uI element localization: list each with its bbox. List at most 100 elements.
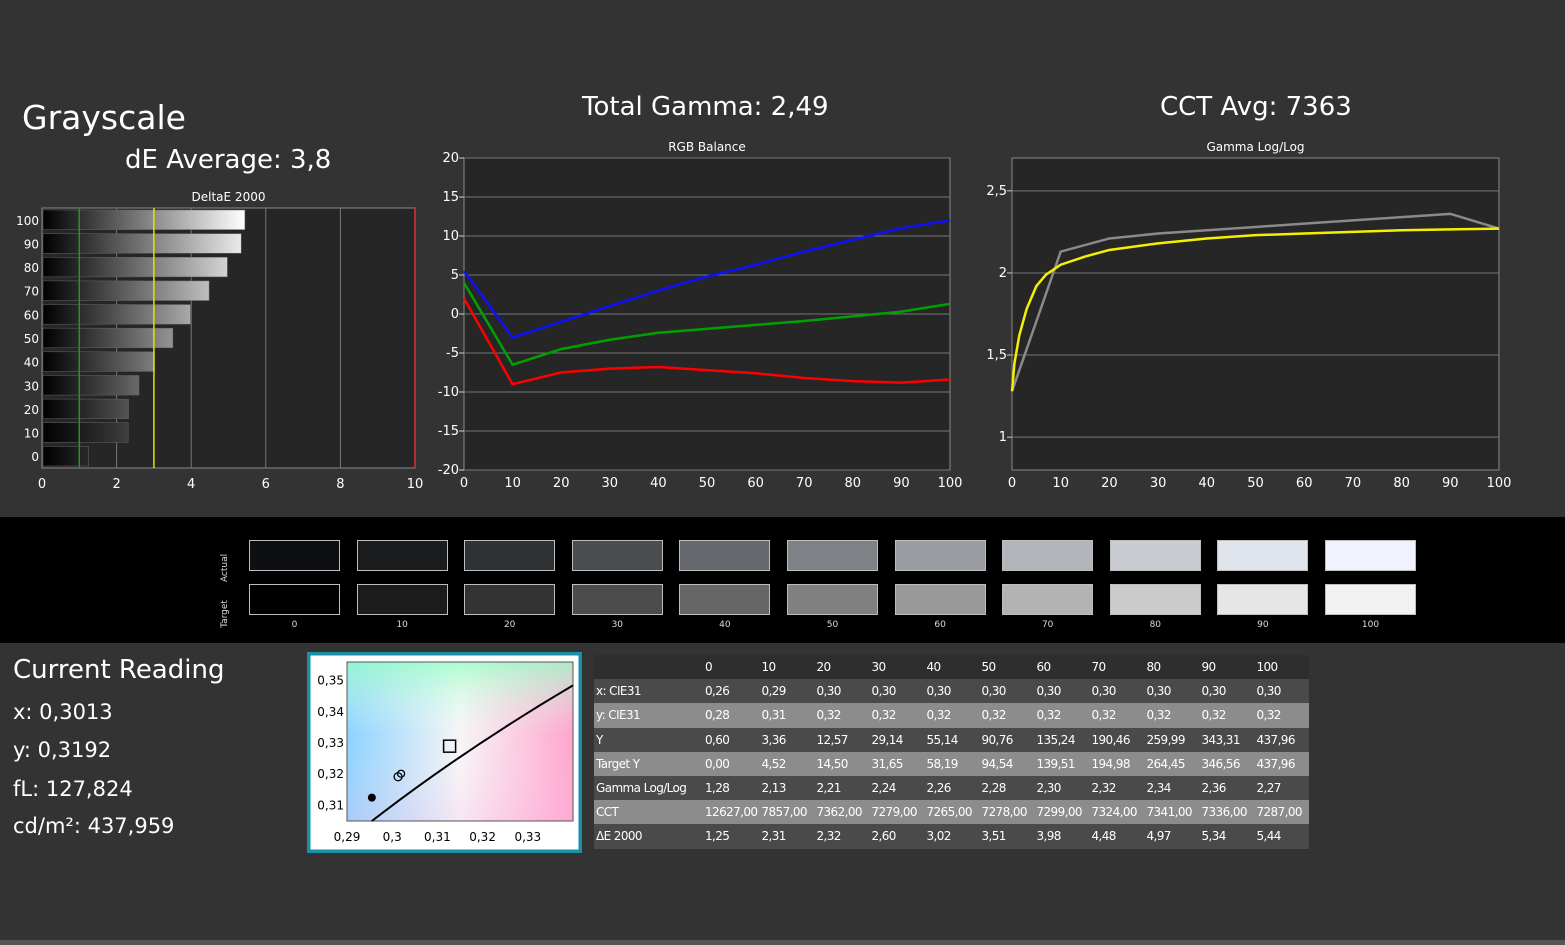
table-cell: 343,31 — [1199, 727, 1255, 752]
table-cell: 0,30 — [979, 679, 1035, 704]
table-cell: 7265,00 — [924, 800, 980, 825]
table-cell: 5,34 — [1199, 824, 1255, 849]
page-title: Grayscale — [22, 98, 186, 137]
swatch-label: 0 — [291, 620, 298, 630]
table-cell: 346,56 — [1199, 751, 1255, 776]
x-tick-label: 90 — [893, 476, 910, 491]
y-tick-label: 20 — [442, 151, 459, 166]
table-row: Gamma Log/Log 1,28 2,13 2,21 2,24 2,26 2,28 2,3… — [594, 775, 1310, 801]
table-cell: 5,44 — [1254, 824, 1310, 849]
y-tick-label: 70 — [24, 285, 39, 299]
table-row-label: Y — [594, 727, 703, 752]
swatch-label: 60 — [934, 620, 946, 630]
red-series-line — [462, 297, 951, 386]
table-row: y: CIE31 0,28 0,31 0,32 0,32 0,32 0,32 0,32 0,32… — [594, 703, 1310, 728]
y-tick-label: -10 — [438, 385, 459, 400]
y-tick-label: 50 — [24, 332, 39, 346]
actual-swatch — [894, 540, 986, 571]
table-cell: 29,14 — [869, 727, 925, 752]
table-header-cell: 40 — [924, 655, 980, 680]
swatch-band: Actual Target 0 10 20 30 40 50 60 70 80 90 100 — [0, 517, 1565, 643]
table-cell: 7278,00 — [979, 800, 1035, 825]
y-tick-label: 1,5 — [986, 348, 1007, 363]
table-cell: 0,32 — [979, 703, 1035, 728]
table-header-cell: 60 — [1034, 655, 1090, 680]
table-cell: 0,28 — [703, 703, 760, 728]
target-swatch — [1002, 584, 1094, 615]
y-tick-label: -20 — [438, 463, 459, 478]
table-row: x: CIE31 0,26 0,29 0,30 0,30 0,30 0,30 0,30 0,30… — [594, 679, 1310, 704]
deltae-bar — [42, 422, 129, 443]
swatch-label: 100 — [1361, 620, 1380, 630]
swatch-label: 10 — [396, 620, 408, 630]
table-cell: 7341,00 — [1144, 800, 1200, 825]
target-row-label: Target — [220, 600, 230, 628]
table-header-cell: 10 — [759, 655, 815, 680]
deltae-bar — [42, 280, 210, 301]
y-tick-label: 90 — [24, 237, 39, 251]
deltae-bar — [42, 233, 242, 254]
cie-chromaticity-chart: 0,29 0,3 0,31 0,32 0,33 0,35 0,34 0,33 0,32 0,31 — [307, 652, 582, 853]
y-tick-label: 2,5 — [986, 184, 1007, 199]
table-cell: 90,76 — [979, 727, 1035, 752]
table-cell: 0,30 — [1144, 679, 1200, 704]
table-cell: 2,28 — [979, 775, 1035, 801]
actual-swatch — [1002, 540, 1094, 571]
x-tick-label: 6 — [262, 477, 270, 492]
reading-cdm2: cd/m²: 437,959 — [13, 814, 175, 838]
table-cell: 0,30 — [1254, 679, 1310, 704]
swatch-label: 80 — [1149, 620, 1162, 630]
x-tick-label: 0,31 — [424, 830, 451, 844]
cct-average-label: CCT Avg: 7363 — [1160, 92, 1352, 122]
target-swatch — [787, 584, 878, 615]
swatch-label: 70 — [1041, 620, 1054, 630]
table-cell: 94,54 — [979, 751, 1035, 776]
y-tick-label: 0,34 — [317, 705, 344, 719]
plot-area — [1011, 157, 1500, 471]
actual-swatch — [1109, 540, 1201, 571]
x-tick-label: 4 — [187, 477, 195, 492]
y-tick-label: 80 — [24, 261, 39, 275]
y-tick-label: 20 — [24, 403, 39, 417]
y-tick-label: -5 — [446, 346, 459, 361]
table-cell: 12627,00 — [703, 800, 760, 825]
table-cell: 7336,00 — [1199, 800, 1255, 825]
table-cell: 190,46 — [1089, 727, 1145, 752]
table-cell: 0,30 — [1199, 679, 1255, 704]
x-tick-label: 40 — [650, 476, 667, 491]
y-tick-label: 0 — [451, 307, 459, 322]
y-tick-label: 5 — [451, 268, 459, 283]
planckian-locus — [371, 684, 574, 822]
table-row-label: ΔE 2000 — [594, 824, 703, 849]
table-cell: 2,34 — [1144, 775, 1200, 801]
y-tick-label: 10 — [24, 427, 39, 441]
table-header-cell: 0 — [703, 655, 760, 680]
table-cell: 0,32 — [814, 703, 870, 728]
chart-title: RGB Balance — [668, 140, 746, 154]
swatch-label: 50 — [826, 620, 839, 630]
target-swatch — [679, 584, 771, 615]
deltae-bar — [42, 446, 89, 467]
table-header-cell: 90 — [1199, 655, 1255, 680]
table-cell: 0,32 — [1199, 703, 1255, 728]
table-cell: 0,32 — [924, 703, 980, 728]
total-gamma-label: Total Gamma: 2,49 — [582, 92, 829, 122]
swatch-label: 40 — [719, 620, 731, 630]
actual-swatch — [679, 540, 771, 571]
x-tick-label: 70 — [1345, 476, 1362, 491]
y-tick-label: 30 — [24, 379, 39, 393]
x-tick-label: 80 — [845, 476, 862, 491]
table-cell: 12,57 — [814, 727, 870, 752]
table-cell: 0,26 — [703, 679, 760, 704]
table-header-cell: 50 — [979, 655, 1035, 680]
deltae-bar — [42, 398, 129, 419]
table-row-label: Target Y — [594, 751, 703, 776]
target-gamma-curve — [1010, 227, 1500, 392]
x-tick-label: 90 — [1442, 476, 1459, 491]
table-cell: 58,19 — [924, 751, 980, 776]
table-cell: 139,51 — [1034, 751, 1090, 776]
table-header-cell: 20 — [814, 655, 870, 680]
table-cell: 3,51 — [979, 824, 1035, 849]
blue-series-line — [462, 219, 951, 339]
target-swatch — [356, 584, 448, 615]
